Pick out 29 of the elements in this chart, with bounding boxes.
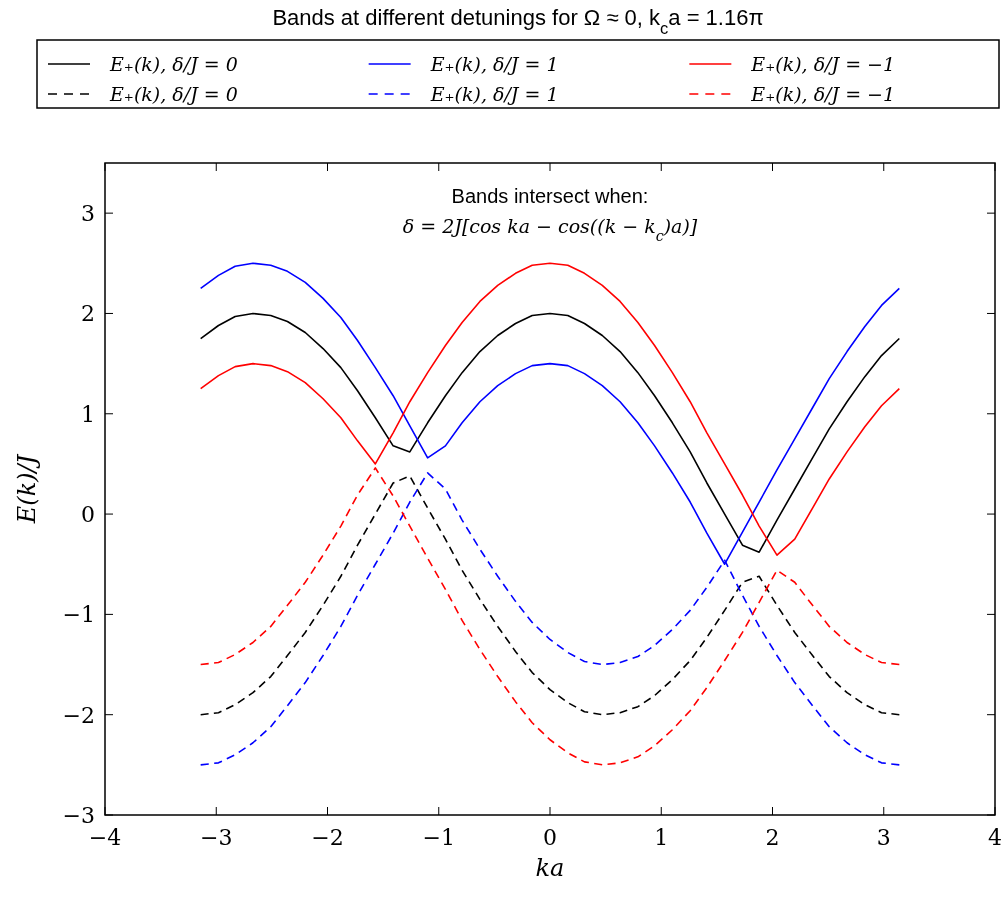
x-tick-label: −2 xyxy=(311,825,344,850)
y-tick-label: 2 xyxy=(81,301,95,327)
x-tick-label: −4 xyxy=(88,825,122,850)
x-tick-label: 0 xyxy=(543,825,557,850)
line-series xyxy=(199,475,901,716)
x-tick-label: 1 xyxy=(654,825,669,850)
legend-label: E₊(k), δ/J = 0 xyxy=(109,53,238,75)
x-tick-label: 2 xyxy=(765,825,780,850)
y-tick-label: −3 xyxy=(62,803,95,828)
x-tick-label: 4 xyxy=(988,825,1002,850)
annotation: Bands intersect when: xyxy=(451,185,649,207)
y-tick-label: −1 xyxy=(62,602,95,628)
y-tick-label: 1 xyxy=(81,401,95,427)
chart-title: Bands at different detunings for Ω ≈ 0, k$_{c}$a = 1.16π xyxy=(272,5,764,37)
annotation: δ = 2J[cos ka − cos((k − k$_{c}$)a)] xyxy=(402,215,698,244)
y-tick-label: −2 xyxy=(62,702,95,728)
y-tick-label: 3 xyxy=(81,201,95,227)
legend-label: E₊(k), δ/J = 1 xyxy=(429,83,559,105)
legend-label: E₊(k), δ/J = −1 xyxy=(750,53,896,75)
x-tick-label: 3 xyxy=(876,825,891,850)
legend-label: E₊(k), δ/J = 0 xyxy=(109,83,238,105)
x-tick-label: −3 xyxy=(200,825,233,850)
x-tick-label: −1 xyxy=(422,825,455,850)
y-tick-label: 0 xyxy=(81,502,95,528)
line-series xyxy=(199,312,901,553)
x-axis-title: ka xyxy=(535,854,565,882)
legend-label: E₊(k), δ/J = −1 xyxy=(750,83,896,105)
y-axis-title: E(k)/J xyxy=(13,453,41,525)
legend-label: E₊(k), δ/J = 1 xyxy=(429,53,559,75)
